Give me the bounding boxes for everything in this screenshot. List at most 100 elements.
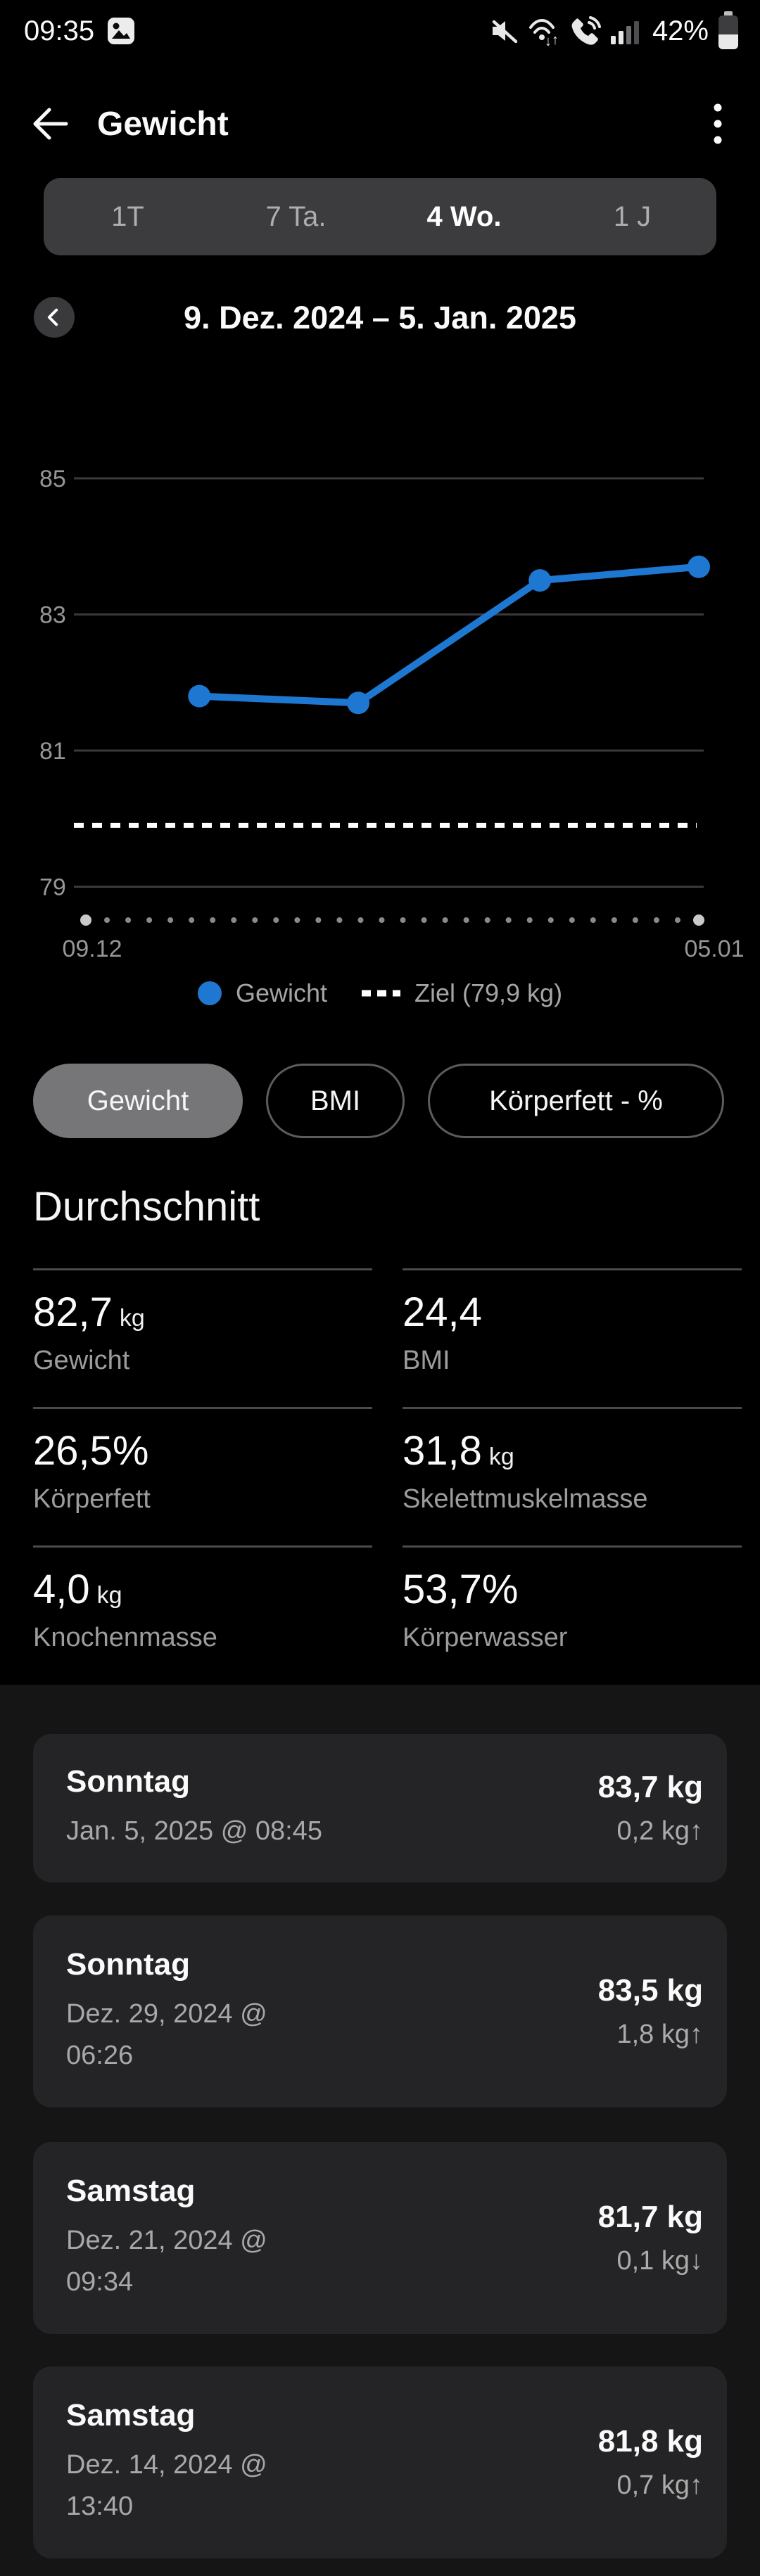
svg-text:↑: ↑ [552,32,559,47]
target-legend-label: Ziel (79,9 kg) [414,978,563,1007]
card-date: Dez. 14, 2024 @ 13:40 [66,2449,267,2521]
chip-weight[interactable]: Gewicht [33,1064,243,1138]
stat-body-water: 53,7% Körperwasser [403,1545,742,1684]
average-stats-grid: 82,7 kg Gewicht 24,4 BMI 26,5% Körperfett… [33,1268,742,1684]
mute-icon [492,20,518,44]
card-weight: 81,7 kg [597,2200,703,2234]
stat-unit: kg [488,1443,514,1470]
stat-label: Gewicht [33,1346,130,1375]
target-dash-icon [361,990,400,997]
app-header: Gewicht [0,82,760,166]
stat-label: Skelettmuskelmasse [403,1484,648,1514]
stat-weight: 82,7 kg Gewicht [33,1268,372,1407]
card-left: Samstag Dez. 21, 2024 @ 09:34 [66,2174,267,2303]
svg-text:79: 79 [39,874,66,901]
stat-number: 53,7% [403,1567,519,1612]
stat-skeletal-muscle: 31,8 kg Skelettmuskelmasse [403,1407,742,1545]
card-date: Dez. 29, 2024 @ 06:26 [66,1998,267,2070]
series-dot-icon [197,981,222,1005]
stat-number: 24,4 [403,1289,482,1335]
battery-percent: 42% [652,15,709,46]
back-arrow-icon [33,108,68,140]
wifi-icon: ↓ ↑ [528,18,559,47]
stat-number: 82,7 [33,1289,113,1335]
stat-unit: kg [96,1582,122,1609]
stat-value: 53,7% [403,1566,742,1613]
series-legend-label: Gewicht [235,978,327,1007]
status-bar: 09:35 ↓ ↑ [0,0,760,58]
tab-1-year[interactable]: 1 J [548,178,716,255]
svg-text:05.01: 05.01 [684,936,744,962]
status-right: ↓ ↑ 42% [489,11,739,51]
card-day: Sonntag [66,1764,190,1799]
stat-unit: kg [119,1305,145,1332]
stat-value: 4,0 kg [33,1566,372,1613]
tab-4-weeks[interactable]: 4 Wo. [380,178,548,255]
stat-bmi: 24,4 BMI [403,1268,742,1407]
date-navigation: 9. Dez. 2024 – 5. Jan. 2025 [0,283,760,353]
weight-chart[interactable]: 85 83 81 79 09.12 05.01 [0,394,760,964]
date-range-label: 9. Dez. 2024 – 5. Jan. 2025 [184,300,576,336]
card-day: Samstag [66,2397,196,2432]
card-right: 81,8 kg 0,7 kg↑ [598,2424,703,2501]
stat-bone-mass: 4,0 kg Knochenmasse [33,1545,372,1684]
chip-body-fat[interactable]: Körperfett - % [428,1064,724,1138]
stat-value: 26,5% [33,1427,372,1474]
clock: 09:35 [24,15,95,46]
tab-1-day[interactable]: 1T [44,178,212,255]
stat-label: Körperfett [33,1484,151,1514]
more-options-button[interactable] [701,99,735,148]
metric-chips: Gewicht BMI Körperfett - % [33,1064,724,1138]
stat-number: 31,8 [403,1428,482,1474]
card-right: 83,7 kg 0,2 kg↑ [598,1770,703,1847]
previous-period-button[interactable] [34,297,75,338]
stat-label: BMI [403,1346,450,1375]
period-tab-bar: 1T 7 Ta. 4 Wo. 1 J [44,178,716,255]
measurement-card[interactable]: Samstag Dez. 14, 2024 @ 13:40 81,8 kg 0,… [33,2366,727,2558]
average-section-title: Durchschnitt [33,1184,260,1230]
measurement-list: Sonntag Jan. 5, 2025 @ 08:45 83,7 kg 0,2… [0,1685,760,2576]
svg-text:09.12: 09.12 [62,936,122,962]
card-right: 83,5 kg 1,8 kg↑ [598,1973,703,2050]
wifi-calling-icon [571,16,601,45]
tab-7-days[interactable]: 7 Ta. [212,178,380,255]
stat-value: 24,4 [403,1289,742,1336]
status-left: 09:35 [24,15,135,47]
svg-text:↓: ↓ [545,34,552,47]
card-left: Sonntag Jan. 5, 2025 @ 08:45 [66,1764,322,1852]
card-day: Samstag [66,2173,196,2208]
card-date: Jan. 5, 2025 @ 08:45 [66,1816,322,1847]
card-date: Dez. 21, 2024 @ 09:34 [66,2225,267,2297]
kebab-menu-icon [714,103,722,144]
card-delta: 0,1 kg↓ [616,2246,703,2276]
svg-text:81: 81 [39,738,66,765]
signal-icon [610,21,639,44]
card-weight: 83,7 kg [597,1770,703,1804]
stat-number: 26,5% [33,1428,149,1474]
stat-number: 4,0 [33,1567,90,1612]
stat-label: Knochenmasse [33,1623,217,1652]
card-delta: 1,8 kg↑ [616,2020,703,2049]
chart-canvas: 85 83 81 79 09.12 05.01 [39,466,745,962]
chip-bmi[interactable]: BMI [266,1064,405,1138]
card-left: Samstag Dez. 14, 2024 @ 13:40 [66,2398,267,2527]
card-day: Sonntag [66,1946,190,1982]
card-left: Sonntag Dez. 29, 2024 @ 06:26 [66,1947,267,2077]
measurement-card[interactable]: Samstag Dez. 21, 2024 @ 09:34 81,7 kg 0,… [33,2142,727,2334]
battery-icon [718,11,738,49]
svg-text:85: 85 [39,466,66,492]
measurement-card[interactable]: Sonntag Jan. 5, 2025 @ 08:45 83,7 kg 0,2… [33,1734,727,1882]
card-weight: 83,5 kg [597,1973,703,2008]
back-button[interactable] [25,101,70,146]
stat-body-fat: 26,5% Körperfett [33,1407,372,1545]
chart-legend: Gewicht Ziel (79,9 kg) [0,971,760,1016]
stat-label: Körperwasser [403,1623,568,1652]
card-weight: 81,8 kg [597,2424,703,2459]
svg-text:83: 83 [39,602,66,629]
chevron-left-icon [47,308,58,326]
card-delta: 0,7 kg↑ [616,2470,703,2500]
measurement-card[interactable]: Sonntag Dez. 29, 2024 @ 06:26 83,5 kg 1,… [33,1915,727,2108]
stat-value: 82,7 kg [33,1289,372,1336]
card-right: 81,7 kg 0,1 kg↓ [598,2200,703,2276]
stat-value: 31,8 kg [403,1427,742,1474]
